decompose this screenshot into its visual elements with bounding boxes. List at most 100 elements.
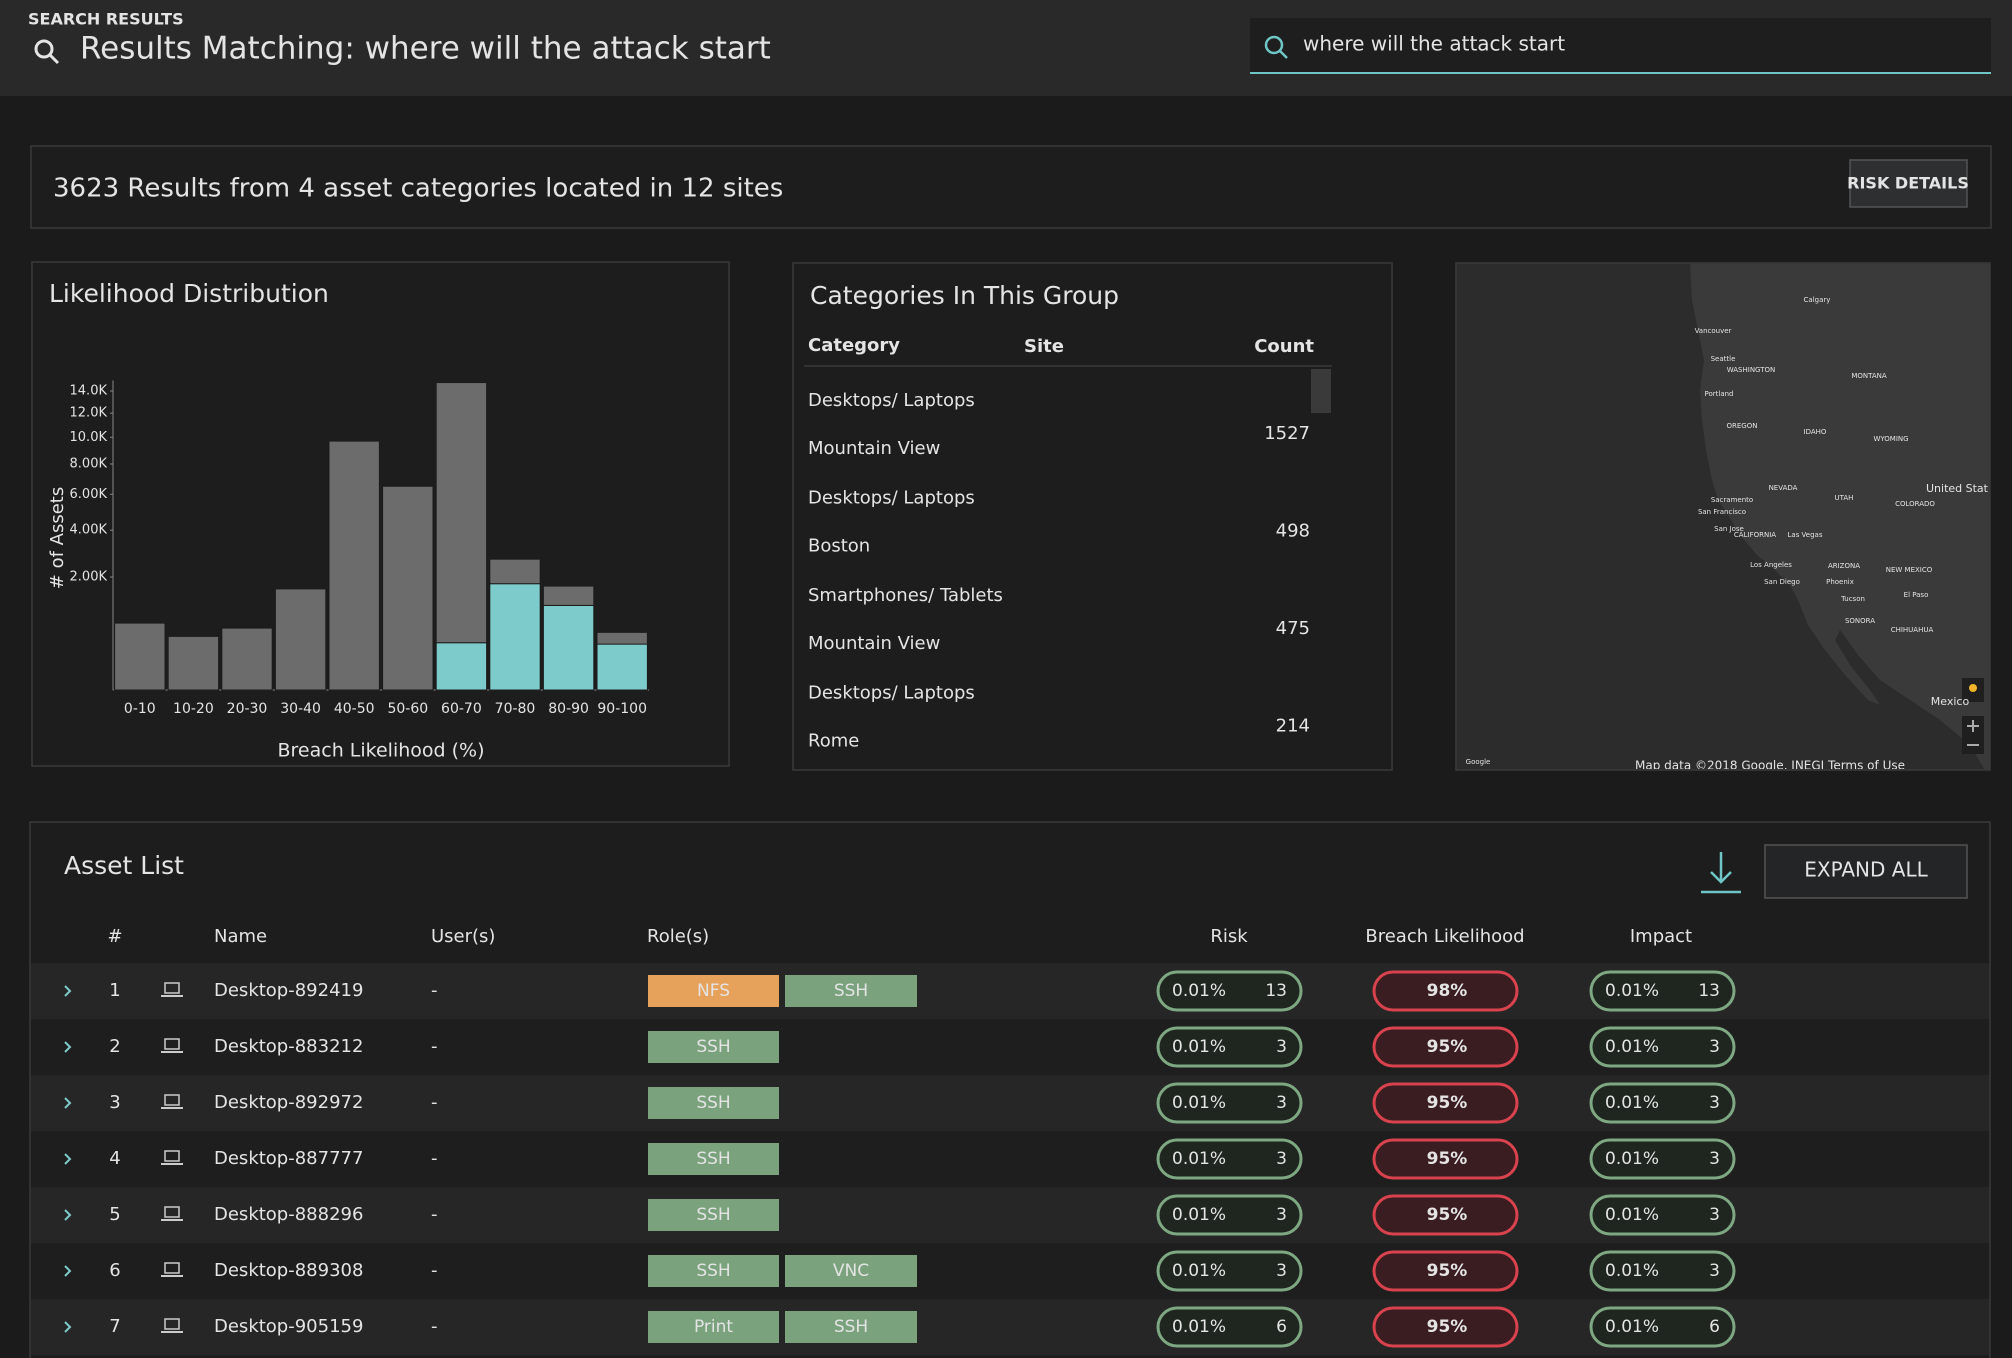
- expand-chevron[interactable]: [64, 1321, 72, 1333]
- role-tag: [648, 1255, 779, 1287]
- bar-segment: [435, 642, 488, 691]
- map-label: NEVADA: [1769, 484, 1798, 492]
- risk-details-button[interactable]: [1849, 159, 1968, 208]
- risk-pill: [1156, 970, 1303, 1012]
- breach-value: 95%: [1427, 1093, 1468, 1113]
- search-box[interactable]: [1250, 18, 1991, 73]
- impact-value: 0.01%: [1605, 1317, 1659, 1337]
- x-tick-label: 70-80: [495, 701, 536, 717]
- map-land: [1690, 264, 1990, 769]
- risk-pill: [1156, 1138, 1303, 1180]
- map-marker-controls[interactable]: [1962, 678, 1984, 754]
- impact-pill: [1589, 1082, 1736, 1124]
- column-header: Impact: [1630, 926, 1692, 947]
- expand-chevron[interactable]: [64, 1041, 72, 1053]
- map-label: SONORA: [1845, 617, 1875, 625]
- count-cell: 1527: [1264, 423, 1310, 444]
- device-icon: [164, 1262, 180, 1274]
- role-label: Print: [694, 1317, 733, 1337]
- expand-chevron[interactable]: [64, 985, 72, 997]
- asset-users: -: [431, 1036, 438, 1057]
- expand-chevron[interactable]: [64, 1153, 72, 1165]
- map-label: CALIFORNIA: [1734, 531, 1776, 539]
- map-label: San Jose: [1714, 525, 1744, 533]
- download-icon[interactable]: [1701, 852, 1741, 894]
- asset-name: Desktop-905159: [214, 1316, 363, 1337]
- chart-title: Likelihood Distribution: [49, 279, 329, 308]
- impact-value: 0.01%: [1605, 981, 1659, 1001]
- search-query[interactable]: where will the attack start: [1303, 32, 1565, 56]
- asset-users: -: [431, 1316, 438, 1337]
- impact-value: 0.01%: [1605, 1261, 1659, 1281]
- expand-chevron[interactable]: [64, 1265, 72, 1277]
- expand-chevron[interactable]: [64, 1209, 72, 1221]
- row-index: 5: [109, 1204, 120, 1225]
- expand-chevron[interactable]: [64, 1097, 72, 1109]
- column-header: #: [107, 926, 122, 947]
- category-cell: Desktops/ Laptops: [808, 488, 975, 509]
- asset-users: -: [431, 1092, 438, 1113]
- role-tag: [785, 1255, 917, 1287]
- row-index: 4: [109, 1148, 120, 1169]
- column-header: Site: [1024, 336, 1064, 357]
- expand-all-label[interactable]: EXPAND ALL: [1804, 858, 1928, 882]
- map-label: UTAH: [1835, 494, 1854, 502]
- column-header: Count: [1254, 336, 1314, 357]
- role-label: SSH: [834, 981, 868, 1001]
- breach-pill: [1372, 970, 1519, 1012]
- summary-text: 3623 Results from 4 asset categories loc…: [53, 174, 783, 204]
- impact-value: 0.01%: [1605, 1037, 1659, 1057]
- risk-pill: [1156, 1306, 1303, 1348]
- asset-name: Desktop-892972: [214, 1092, 363, 1113]
- map-label: IDAHO: [1804, 428, 1827, 436]
- impact-score: 3: [1709, 1149, 1720, 1169]
- asset-users: -: [431, 1260, 438, 1281]
- impact-value: 0.01%: [1605, 1149, 1659, 1169]
- row-index: 3: [109, 1092, 120, 1113]
- role-label: SSH: [696, 1037, 730, 1057]
- impact-pill: [1589, 1250, 1736, 1292]
- breach-value: 95%: [1427, 1205, 1468, 1225]
- bar-segment: [167, 635, 220, 691]
- impact-pill: [1589, 1138, 1736, 1180]
- breach-pill: [1372, 1250, 1519, 1292]
- column-header: Risk: [1210, 926, 1248, 947]
- map-label: Phoenix: [1826, 578, 1854, 586]
- categories-panel: [792, 262, 1393, 771]
- impact-score: 13: [1698, 981, 1720, 1001]
- impact-pill: [1589, 970, 1736, 1012]
- asset-list-title: Asset List: [64, 851, 184, 880]
- y-tick-label: 14.0K: [70, 383, 108, 398]
- bar-segment: [489, 558, 541, 585]
- asset-name: Desktop-887777: [214, 1148, 363, 1169]
- pegman-icon: [1969, 684, 1977, 692]
- risk-value: 0.01%: [1172, 1149, 1226, 1169]
- expand-all-button[interactable]: [1764, 844, 1968, 899]
- asset-name: Desktop-892419: [214, 980, 363, 1001]
- search-box-icon: [1264, 35, 1288, 59]
- risk-score: 13: [1265, 981, 1287, 1001]
- breach-value: 98%: [1427, 981, 1468, 1001]
- bar-segment: [328, 440, 380, 691]
- column-header: Breach Likelihood: [1365, 926, 1524, 947]
- column-header: Category: [808, 335, 900, 356]
- impact-value: 0.01%: [1605, 1093, 1659, 1113]
- risk-details-label[interactable]: RISK DETAILS: [1847, 174, 1969, 193]
- map-label: Las Vegas: [1788, 531, 1823, 539]
- breach-pill: [1372, 1026, 1519, 1068]
- header-kicker: SEARCH RESULTS: [28, 10, 184, 29]
- role-tag: [785, 975, 917, 1007]
- role-tag: [648, 1199, 779, 1231]
- y-tick-label: 8.00K: [70, 456, 108, 471]
- role-tag: [648, 1143, 779, 1175]
- category-cell: Smartphones/ Tablets: [808, 585, 1003, 606]
- x-tick-label: 0-10: [124, 701, 156, 717]
- map-label: CHIHUAHUA: [1891, 626, 1934, 634]
- column-header: Role(s): [647, 926, 709, 947]
- x-tick-label: 80-90: [548, 701, 589, 717]
- site-cell: Rome: [808, 731, 859, 752]
- role-label: SSH: [696, 1093, 730, 1113]
- scrollbar[interactable]: [1311, 369, 1331, 413]
- risk-score: 3: [1276, 1037, 1287, 1057]
